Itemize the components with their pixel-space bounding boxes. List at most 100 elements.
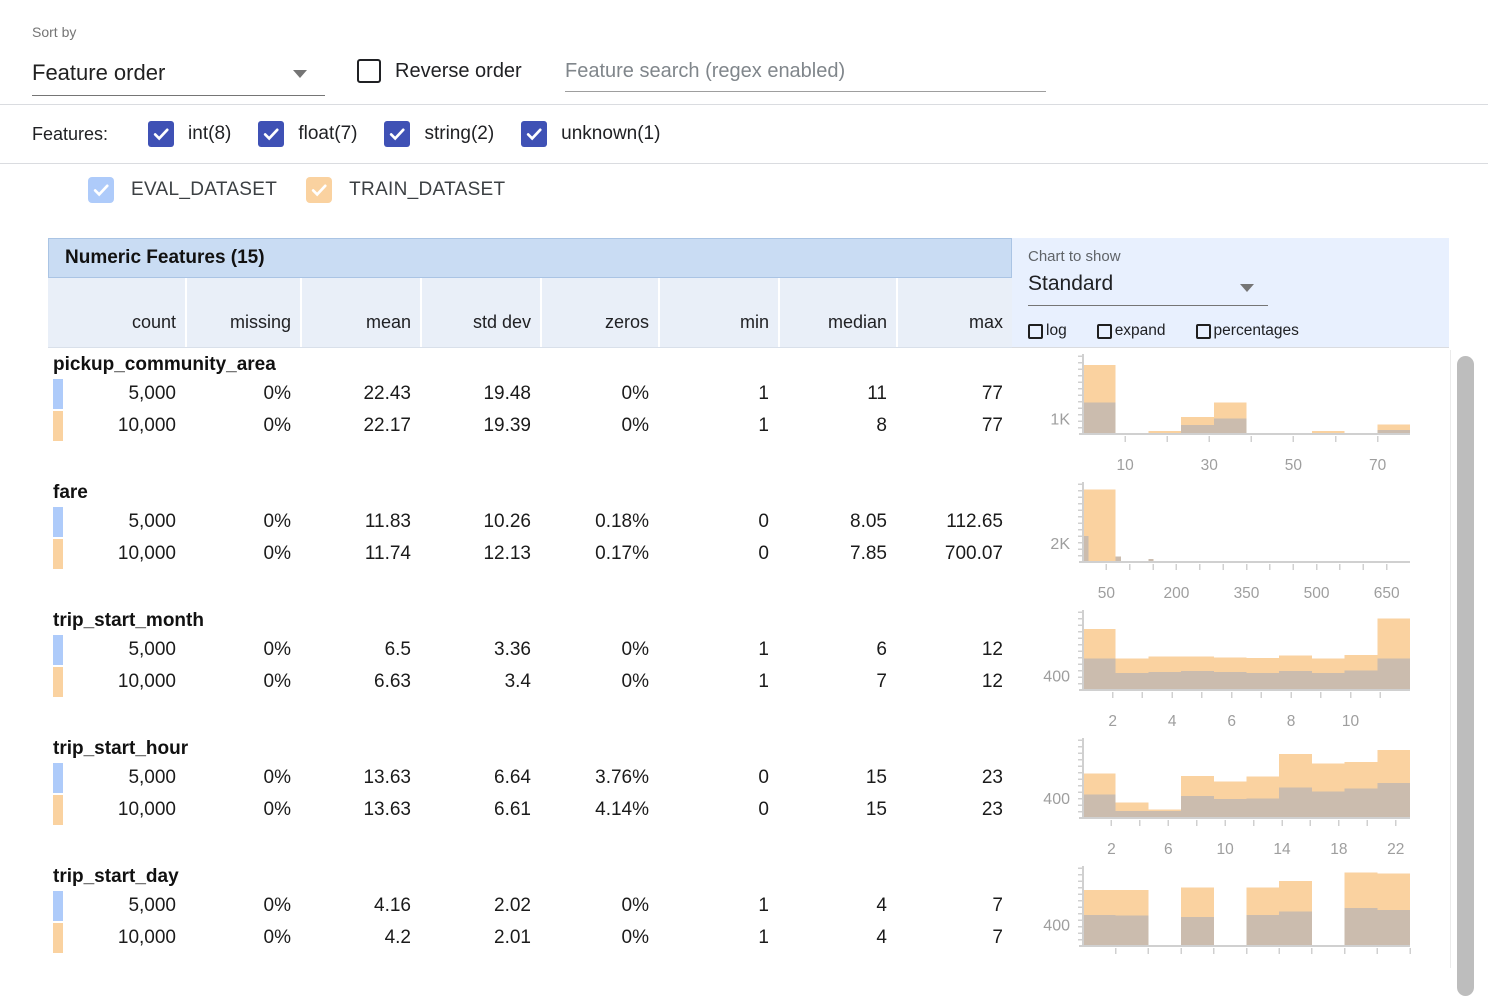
stat-max: 12 (896, 666, 1012, 698)
stat-count: 10,000 (48, 410, 185, 442)
stat-mean: 6.5 (300, 634, 420, 666)
svg-text:18: 18 (1330, 841, 1347, 858)
dataset-color-swatch (53, 763, 63, 793)
dataset-color-swatch (53, 411, 63, 441)
chart-option-label: percentages (1214, 322, 1299, 340)
stat-zeros: 0% (540, 634, 658, 666)
checkbox-unchecked-icon[interactable] (1028, 324, 1043, 339)
column-header-std-dev: std dev (420, 278, 540, 347)
reverse-order-checkbox[interactable] (357, 59, 381, 83)
chart-to-show-label: Chart to show (1028, 248, 1121, 265)
scrollbar-thumb[interactable] (1457, 356, 1474, 996)
filter-label: float(7) (298, 123, 357, 145)
svg-text:10: 10 (1116, 457, 1134, 474)
stat-median: 15 (778, 762, 896, 794)
svg-text:70: 70 (1369, 457, 1387, 474)
stat-min: 1 (658, 666, 778, 698)
stat-std-dev: 6.61 (420, 794, 540, 826)
stat-count: 10,000 (48, 666, 185, 698)
toolbar: Sort by Feature order Reverse order (0, 0, 1488, 104)
histogram-trip_start_day: 400 (1020, 864, 1449, 992)
svg-text:6: 6 (1164, 841, 1173, 858)
dataset-color-swatch (53, 795, 63, 825)
stat-missing: 0% (185, 378, 300, 410)
stat-max: 112.65 (896, 506, 1012, 538)
svg-text:2K: 2K (1050, 536, 1070, 553)
check-icon (91, 180, 111, 200)
feature-search-input[interactable] (565, 52, 1046, 92)
stat-count: 5,000 (48, 762, 185, 794)
checkbox-checked-icon[interactable] (88, 177, 114, 203)
stat-mean: 11.74 (300, 538, 420, 570)
dataset-legend: EVAL_DATASET TRAIN_DATASET (0, 164, 1488, 216)
feature-name: trip_start_day (48, 864, 1012, 890)
check-icon (261, 124, 281, 144)
reverse-order-label: Reverse order (395, 60, 522, 83)
feature-name: trip_start_month (48, 608, 1012, 634)
chart-option-expand[interactable]: expand (1097, 322, 1166, 340)
feature-type-filter-int[interactable]: int(8) (148, 121, 231, 147)
dataset-color-swatch (53, 891, 63, 921)
svg-text:50: 50 (1285, 457, 1303, 474)
feature-type-filter-float[interactable]: float(7) (258, 121, 357, 147)
dataset-color-swatch (53, 379, 63, 409)
stat-max: 7 (896, 922, 1012, 954)
checkbox-checked-icon[interactable] (258, 121, 284, 147)
stat-std-dev: 3.4 (420, 666, 540, 698)
chart-option-label: log (1046, 322, 1067, 340)
dataset-toggle-eval[interactable]: EVAL_DATASET (88, 177, 277, 203)
checkbox-unchecked-icon[interactable] (1196, 324, 1211, 339)
sort-by-select[interactable]: Feature order (32, 52, 325, 96)
svg-text:4: 4 (1168, 713, 1177, 730)
svg-text:350: 350 (1234, 585, 1260, 602)
reverse-order-toggle[interactable]: Reverse order (357, 57, 522, 85)
stat-mean: 13.63 (300, 794, 420, 826)
feature-name: trip_start_hour (48, 736, 1012, 762)
stat-count: 5,000 (48, 506, 185, 538)
features-label: Features: (32, 124, 108, 145)
numeric-features-header: Numeric Features (15) (48, 238, 1012, 278)
checkbox-checked-icon[interactable] (306, 177, 332, 203)
checkbox-checked-icon[interactable] (148, 121, 174, 147)
feature-type-filter-string[interactable]: string(2) (384, 121, 494, 147)
stat-missing: 0% (185, 506, 300, 538)
checkbox-unchecked-icon[interactable] (1097, 324, 1112, 339)
chart-to-show-select[interactable]: Standard (1028, 270, 1268, 306)
sort-by-value: Feature order (32, 60, 165, 86)
dataset-label: EVAL_DATASET (131, 179, 277, 201)
chevron-down-icon (1240, 284, 1254, 292)
stat-missing: 0% (185, 634, 300, 666)
stat-median: 4 (778, 890, 896, 922)
stat-median: 4 (778, 922, 896, 954)
checkbox-checked-icon[interactable] (384, 121, 410, 147)
stat-min: 0 (658, 762, 778, 794)
stat-zeros: 3.76% (540, 762, 658, 794)
stat-zeros: 0.17% (540, 538, 658, 570)
svg-text:2: 2 (1108, 713, 1117, 730)
chart-option-log[interactable]: log (1028, 322, 1067, 340)
stat-missing: 0% (185, 794, 300, 826)
dataset-toggle-train[interactable]: TRAIN_DATASET (306, 177, 505, 203)
column-header-max: max (896, 278, 1012, 347)
checkbox-checked-icon[interactable] (521, 121, 547, 147)
svg-text:650: 650 (1374, 585, 1400, 602)
chart-option-percentages[interactable]: percentages (1196, 322, 1299, 340)
check-icon (524, 124, 544, 144)
dataset-color-swatch (53, 507, 63, 537)
feature-type-filter-unknown[interactable]: unknown(1) (521, 121, 660, 147)
stat-mean: 6.63 (300, 666, 420, 698)
